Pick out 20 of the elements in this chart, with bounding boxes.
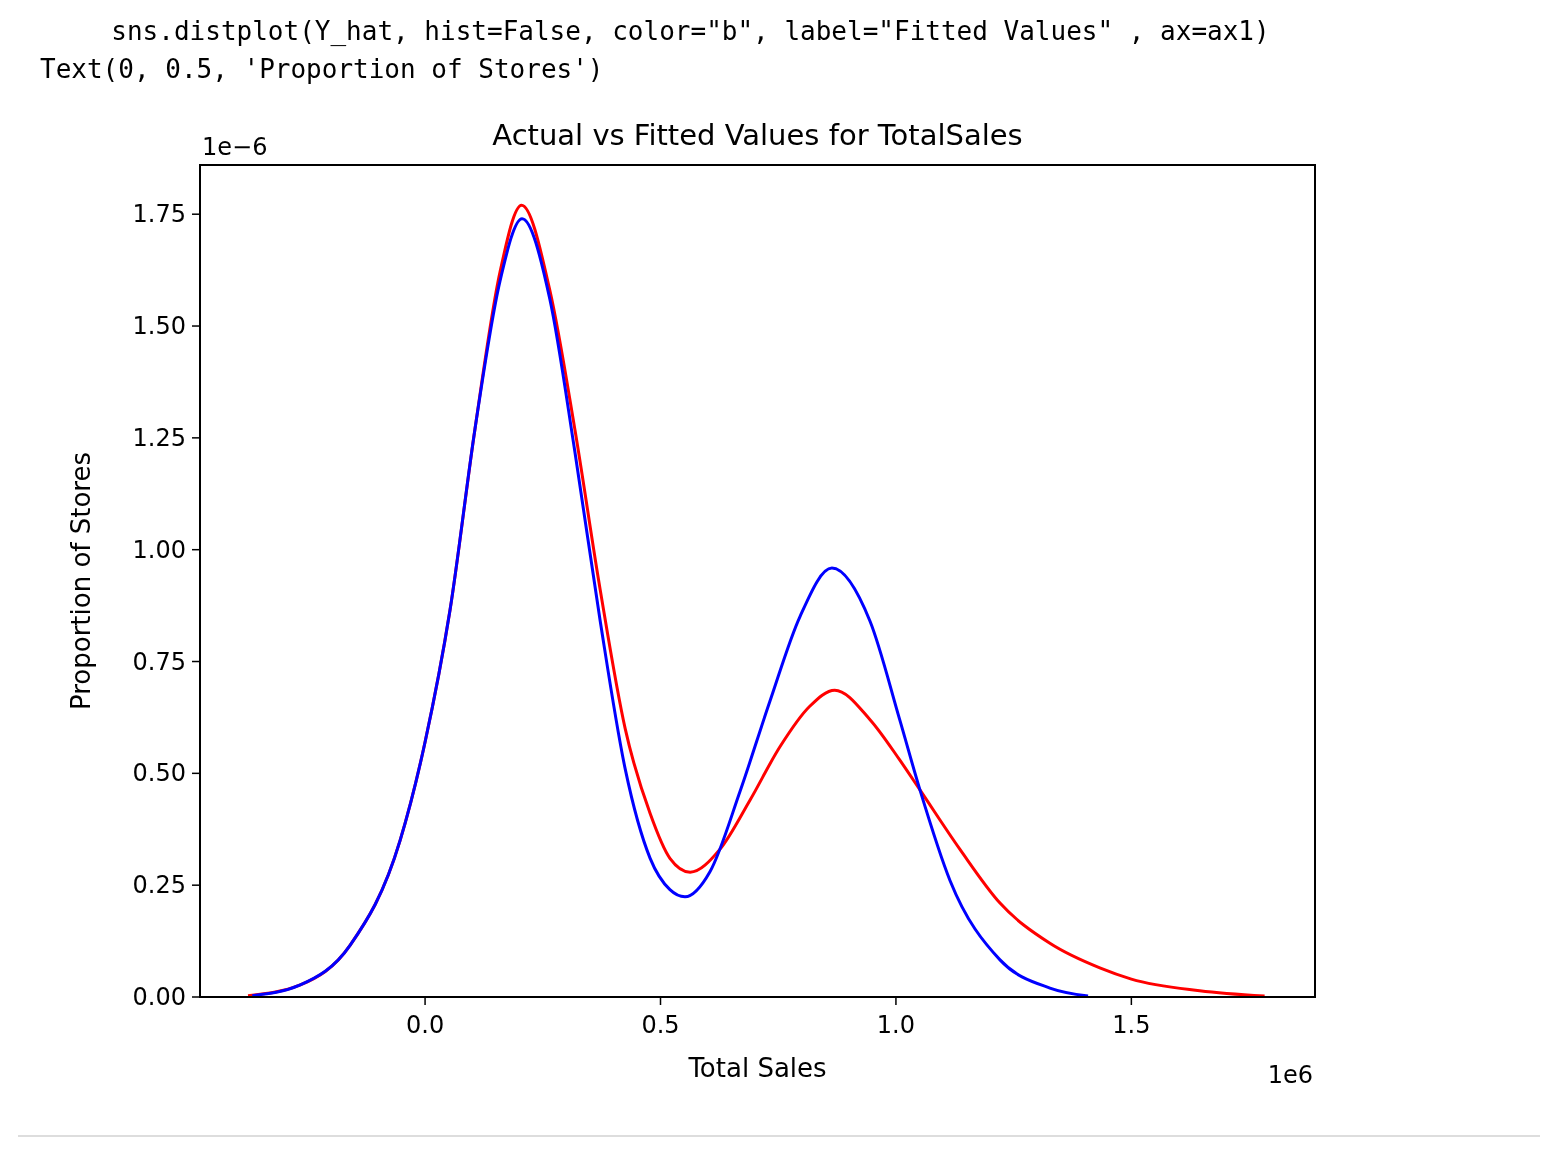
text: 1e6 xyxy=(1267,1061,1313,1089)
text: Text(0, 0.5, 'Proportion of Stores') xyxy=(40,54,604,84)
y-tick-label: 0.75 xyxy=(132,647,186,676)
y-tick-label: 1.75 xyxy=(132,200,186,229)
text: 1e−6 xyxy=(202,133,268,161)
chart-title: Actual vs Fitted Values for TotalSales xyxy=(492,118,1023,152)
line-series xyxy=(250,217,1090,998)
x-tick-label: 1.0 xyxy=(876,1011,916,1039)
y-tick-label: 1.00 xyxy=(132,535,186,564)
y-tick-label: 1.50 xyxy=(132,312,186,341)
y-axis-title: Proportion of Stores xyxy=(66,451,96,711)
x-tick-label: 1.5 xyxy=(1112,1011,1151,1039)
y-tick-label: 0.50 xyxy=(132,759,186,788)
x-axis-title: Total Sales xyxy=(687,1053,827,1083)
y-tick-label: 1.25 xyxy=(132,423,186,452)
y-tick-label: 0.00 xyxy=(132,983,186,1011)
x-tick-label: 0.5 xyxy=(641,1011,680,1039)
x-tick-label: 0.0 xyxy=(405,1011,445,1039)
text: sns.distplot(Y_hat, hist=False, color="b", label="Fitted Values" , ax=ax1) xyxy=(80,16,1270,47)
y-tick-label: 0.25 xyxy=(132,871,186,900)
